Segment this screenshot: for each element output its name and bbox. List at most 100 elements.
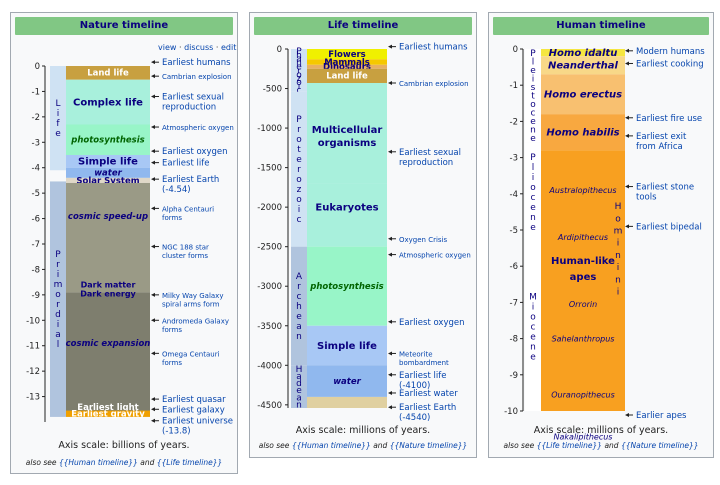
timeline-band xyxy=(66,292,150,405)
side-era-char: H xyxy=(615,202,622,212)
axis-tick-label: -1500 xyxy=(257,164,282,174)
event-label: Earliest sexual xyxy=(399,148,461,158)
event-label: Earlier apes xyxy=(636,411,687,421)
event-arrow-icon xyxy=(625,61,629,66)
species-label: Ardipithecus xyxy=(557,233,608,242)
band-label: water xyxy=(94,169,122,179)
nature-see-also: also see {{Human timeline}} and {{Life t… xyxy=(25,458,223,467)
event-label: Cambrian explosion xyxy=(162,73,232,81)
species-label: apes xyxy=(570,272,597,283)
see-also-link-2[interactable]: {{Nature timeline}} xyxy=(389,441,468,450)
axis-tick-label: -6 xyxy=(32,215,40,225)
event-label: spiral arms form xyxy=(162,300,220,308)
species-label: Human-like xyxy=(551,256,615,267)
axis-tick-label: -1 xyxy=(32,87,40,97)
label-backdrop xyxy=(66,402,150,413)
band-label: Earliest gravity xyxy=(71,410,145,420)
axis-tick-label: -2 xyxy=(32,113,40,123)
axis-tick-label: -3 xyxy=(32,138,40,148)
view-link[interactable]: view xyxy=(158,43,177,52)
band-label: Simple life xyxy=(78,157,138,168)
event-label: Meteorite xyxy=(399,350,433,358)
see-also-link-2[interactable]: {{Nature timeline}} xyxy=(620,441,699,450)
axis-tick-label: -4 xyxy=(510,190,518,200)
era-label-char: A xyxy=(296,272,303,282)
see-also-link-1[interactable]: {{Life timeline}} xyxy=(536,441,603,450)
event-label: Earliest bipedal xyxy=(636,222,702,232)
edit-link[interactable]: edit xyxy=(220,43,237,52)
event-arrow-icon xyxy=(625,48,629,53)
era-label-char: z xyxy=(297,74,302,84)
side-era-char: i xyxy=(617,288,620,298)
era-label-char: o xyxy=(296,78,302,88)
event-label: NGC 188 star xyxy=(162,244,209,252)
timeline-band xyxy=(307,396,387,408)
axis-tick-label: -13 xyxy=(26,393,40,403)
event-arrow-icon xyxy=(388,252,392,257)
event-arrow-icon xyxy=(151,125,155,130)
band-label: photosynthesis xyxy=(70,136,144,146)
band-label: Land life xyxy=(87,69,129,79)
band-label: Simple life xyxy=(317,341,377,352)
event-arrow-icon xyxy=(625,224,629,229)
era-label-char: h xyxy=(296,51,302,61)
event-arrow-icon xyxy=(625,115,629,120)
event-arrow-icon xyxy=(151,318,155,323)
see-also-link-2[interactable]: {{Life timeline}} xyxy=(156,458,223,467)
event-arrow-icon xyxy=(388,390,392,395)
species-label: Sahelanthropus xyxy=(552,335,615,344)
era-column xyxy=(291,246,307,366)
era-column xyxy=(291,365,307,408)
nature-timeline-title[interactable]: Nature timeline xyxy=(15,17,233,35)
see-also-link-1[interactable]: {{Human timeline}} xyxy=(291,441,371,450)
era-label-char: n xyxy=(296,59,302,69)
era-label-char: e xyxy=(296,312,302,322)
discuss-link[interactable]: discuss xyxy=(184,43,214,52)
event-label: forms xyxy=(162,214,182,222)
era-label-char: o xyxy=(55,290,61,300)
event-label: from Africa xyxy=(636,142,683,152)
era-label-char: c xyxy=(531,322,536,332)
event-arrow-icon xyxy=(625,413,629,417)
era-label-char: i xyxy=(298,205,301,215)
event-label: Earliest exit xyxy=(636,132,687,142)
timeline-band xyxy=(66,177,150,183)
era-label-char: z xyxy=(297,185,302,195)
axis-tick-label: -2 xyxy=(510,117,518,127)
life-axis-caption: Axis scale: millions of years. xyxy=(295,425,431,436)
axis-tick-label: -9 xyxy=(510,371,518,381)
era-label-char: i xyxy=(532,173,535,183)
human-see-also: also see {{Life timeline}} and {{Nature … xyxy=(503,441,699,450)
species-label: Australopithecus xyxy=(548,186,616,195)
life-timeline-title[interactable]: Life timeline xyxy=(254,17,472,35)
event-arrow-icon xyxy=(151,160,155,165)
event-label: forms xyxy=(162,359,182,367)
event-label: Earliest oxygen xyxy=(399,318,465,328)
era-label-char: i xyxy=(532,75,535,85)
event-arrow-icon xyxy=(388,351,392,356)
era-column xyxy=(50,66,66,171)
era-column xyxy=(50,181,66,417)
event-label: Andromeda Galaxy xyxy=(162,317,229,325)
era-label-char: e xyxy=(530,203,536,213)
era-label-char: r xyxy=(56,300,60,310)
event-label: Omega Centauri xyxy=(162,350,220,358)
era-label-char: o xyxy=(296,135,302,145)
band-label: Multicellular xyxy=(312,125,383,136)
era-label-char: n xyxy=(296,400,302,410)
event-label: Earliest Earth xyxy=(399,403,456,413)
see-also-link-1[interactable]: {{Human timeline}} xyxy=(58,458,138,467)
era-label-char: i xyxy=(57,109,60,119)
era-label-char: n xyxy=(296,332,302,342)
axis-tick-label: -3000 xyxy=(257,282,282,292)
axis-tick-label: -5 xyxy=(32,189,40,199)
era-label-char: r xyxy=(297,165,301,175)
event-label: Earliest humans xyxy=(399,43,468,53)
event-label: Earliest quasar xyxy=(162,395,226,405)
era-label-char: e xyxy=(55,129,61,139)
human-timeline-title[interactable]: Human timeline xyxy=(493,17,709,35)
era-label-char: c xyxy=(297,86,302,96)
axis-tick-label: 0 xyxy=(277,45,282,55)
band-label: organisms xyxy=(318,138,377,149)
